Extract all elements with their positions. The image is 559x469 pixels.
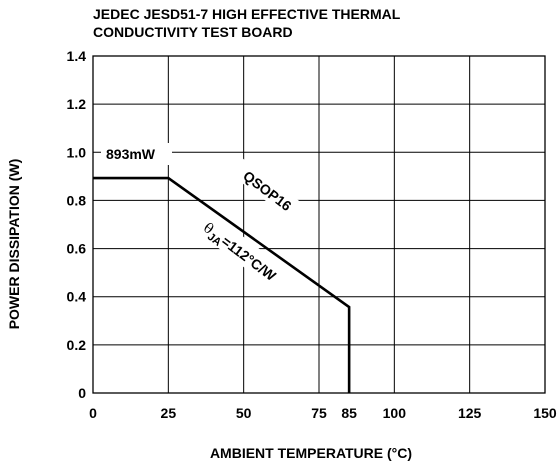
x-tick-label: 85 [341, 405, 357, 421]
x-tick-label: 25 [161, 405, 177, 421]
y-tick-label: 0.8 [67, 192, 87, 208]
y-tick-labels: 0 0.2 0.4 0.6 0.8 1.0 1.2 1.4 [67, 48, 87, 401]
x-tick-labels: 0 25 50 75 85 100 125 150 [89, 405, 557, 421]
x-tick-label: 75 [311, 405, 327, 421]
x-tick-label: 0 [89, 405, 97, 421]
theta-label-bg [183, 202, 293, 293]
package-label-bg [228, 156, 308, 224]
x-tick-label: 150 [533, 405, 557, 421]
max-power-label: 893mW [106, 146, 156, 162]
max-power-label-bg [101, 143, 172, 165]
y-tick-label: 0.2 [67, 337, 87, 353]
y-tick-label: 0 [78, 385, 86, 401]
y-axis-label: POWER DISSIPATION (W) [6, 159, 22, 330]
chart-title-line-1: JEDEC JESD51-7 HIGH EFFECTIVE THERMAL [93, 6, 401, 22]
y-tick-label: 0.6 [67, 241, 87, 257]
derating-curve [93, 176, 351, 393]
grid-lines [93, 56, 545, 393]
chart-title-line-2: CONDUCTIVITY TEST BOARD [93, 24, 293, 40]
plot-frame [92, 55, 546, 394]
x-axis-label: AMBIENT TEMPERATURE (°C) [210, 445, 412, 461]
y-tick-label: 1.4 [67, 48, 87, 64]
y-tick-label: 1.2 [67, 96, 87, 112]
x-tick-label: 50 [236, 405, 252, 421]
y-tick-label: 0.4 [67, 289, 87, 305]
x-tick-label: 125 [458, 405, 482, 421]
package-label: QSOP16 [240, 168, 295, 215]
y-tick-label: 1.0 [67, 144, 87, 160]
x-tick-label: 100 [383, 405, 407, 421]
